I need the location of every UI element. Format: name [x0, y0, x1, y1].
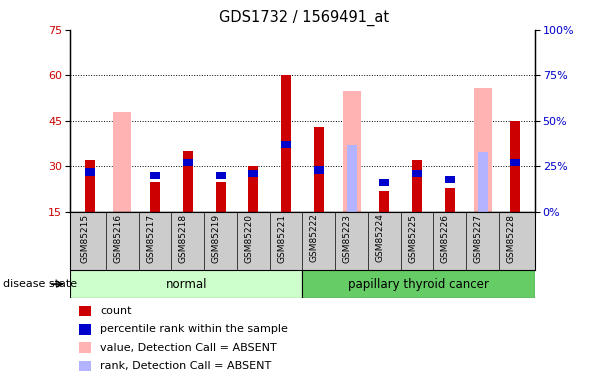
Bar	[314, 166, 324, 174]
Text: GDS1732 / 1569491_at: GDS1732 / 1569491_at	[219, 9, 389, 26]
Bar	[511, 121, 520, 212]
Text: GSM85224: GSM85224	[375, 214, 384, 262]
Bar	[412, 170, 422, 177]
Bar	[314, 127, 324, 212]
Bar	[249, 166, 258, 212]
Text: GSM85218: GSM85218	[179, 214, 188, 263]
Bar	[445, 188, 455, 212]
Text: GSM85225: GSM85225	[408, 214, 417, 262]
Bar	[347, 145, 356, 212]
Bar	[79, 342, 91, 353]
Text: GSM85217: GSM85217	[146, 214, 155, 263]
Bar	[281, 75, 291, 212]
Bar	[85, 168, 94, 176]
Bar	[342, 91, 361, 212]
Text: GSM85223: GSM85223	[343, 214, 351, 262]
Text: percentile rank within the sample: percentile rank within the sample	[100, 324, 288, 334]
Text: count: count	[100, 306, 132, 316]
Bar	[379, 179, 389, 186]
Bar	[85, 160, 94, 212]
Text: GSM85215: GSM85215	[81, 214, 89, 263]
Text: normal: normal	[165, 278, 207, 291]
Bar	[70, 270, 302, 298]
Text: rank, Detection Call = ABSENT: rank, Detection Call = ABSENT	[100, 361, 271, 371]
Bar	[183, 159, 193, 166]
Bar	[183, 151, 193, 212]
Text: papillary thyroid cancer: papillary thyroid cancer	[348, 278, 489, 291]
Bar	[478, 152, 488, 212]
Text: GSM85228: GSM85228	[506, 214, 516, 262]
Text: disease state: disease state	[3, 279, 77, 289]
Bar	[216, 172, 226, 179]
Bar	[474, 88, 492, 212]
Bar	[302, 270, 535, 298]
Text: GSM85222: GSM85222	[310, 214, 319, 262]
Bar	[511, 159, 520, 166]
Bar	[412, 160, 422, 212]
Bar	[150, 172, 160, 179]
Bar	[150, 182, 160, 212]
Text: GSM85227: GSM85227	[474, 214, 483, 262]
Text: GSM85226: GSM85226	[441, 214, 450, 262]
Bar	[216, 182, 226, 212]
Bar	[445, 176, 455, 183]
Text: GSM85220: GSM85220	[244, 214, 254, 262]
Text: value, Detection Call = ABSENT: value, Detection Call = ABSENT	[100, 343, 277, 352]
Text: GSM85216: GSM85216	[113, 214, 122, 263]
Bar	[379, 190, 389, 212]
Bar	[249, 170, 258, 177]
Bar	[79, 324, 91, 334]
Text: GSM85221: GSM85221	[277, 214, 286, 262]
Bar	[281, 141, 291, 148]
Bar	[79, 306, 91, 316]
Bar	[79, 360, 91, 371]
Text: GSM85219: GSM85219	[212, 214, 221, 263]
Bar	[113, 112, 131, 212]
